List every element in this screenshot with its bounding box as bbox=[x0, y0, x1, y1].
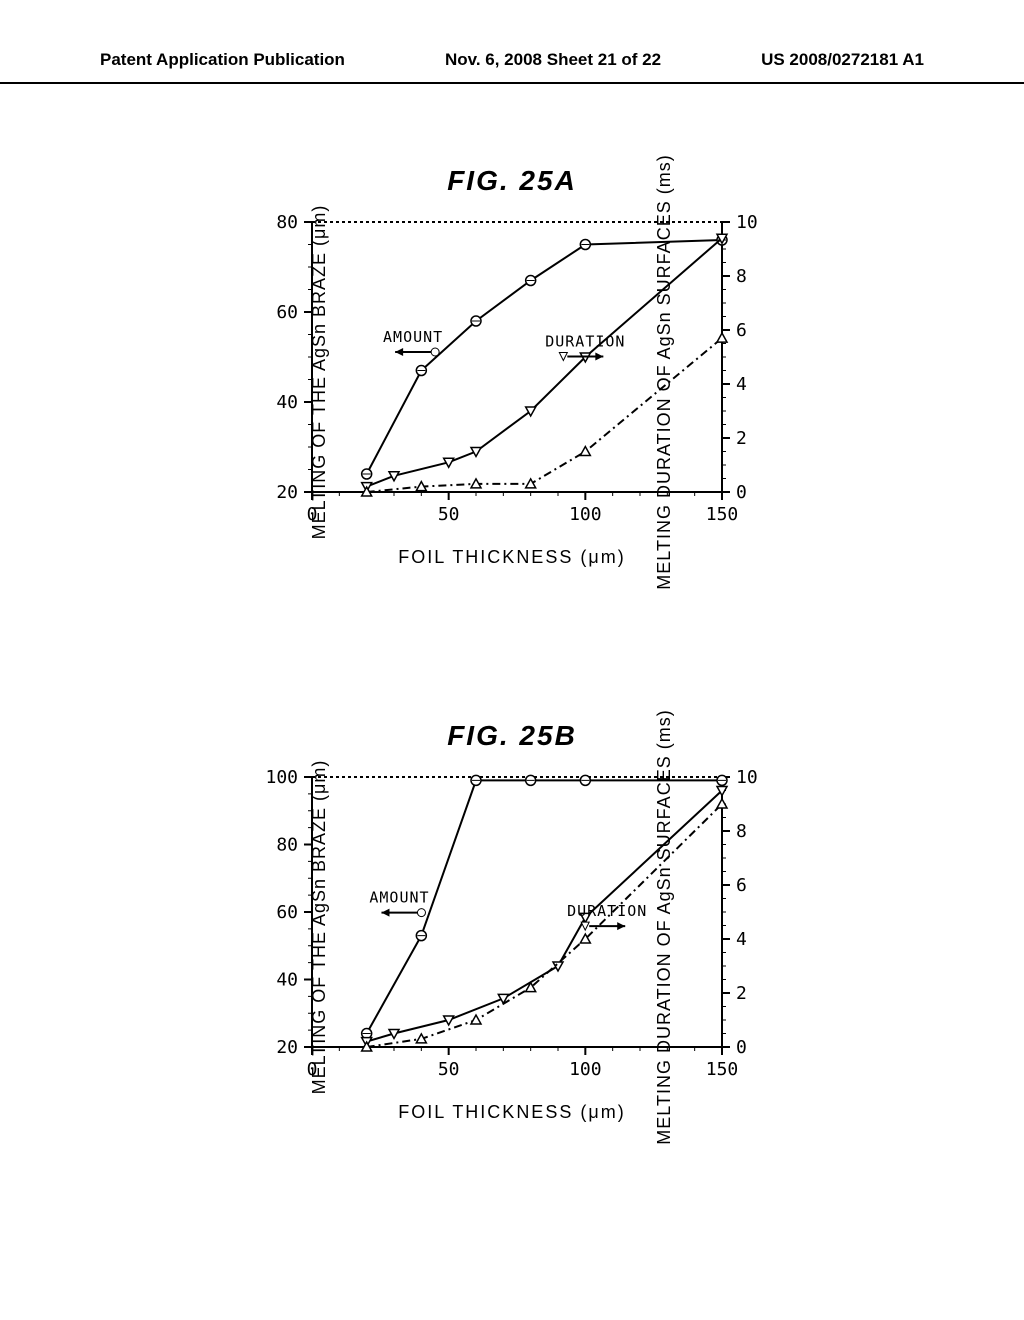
svg-text:80: 80 bbox=[276, 212, 298, 233]
x-label-b: FOIL THICKNESS (μm) bbox=[172, 1102, 852, 1123]
svg-text:0: 0 bbox=[736, 1037, 747, 1058]
svg-text:60: 60 bbox=[276, 902, 298, 923]
svg-text:20: 20 bbox=[276, 1037, 298, 1058]
svg-text:8: 8 bbox=[736, 821, 747, 842]
svg-text:40: 40 bbox=[276, 970, 298, 991]
svg-text:AMOUNT: AMOUNT bbox=[369, 889, 429, 907]
svg-text:2: 2 bbox=[736, 983, 747, 1004]
svg-text:10: 10 bbox=[736, 767, 758, 788]
svg-text:6: 6 bbox=[736, 320, 747, 341]
svg-text:DURATION: DURATION bbox=[545, 333, 625, 351]
x-label-a: FOIL THICKNESS (μm) bbox=[172, 547, 852, 568]
svg-text:8: 8 bbox=[736, 266, 747, 287]
figure-25b: FIG. 25B MELTING OF THE AgSn BRAZE (μm) … bbox=[172, 720, 852, 1123]
svg-text:4: 4 bbox=[736, 929, 747, 950]
svg-text:100: 100 bbox=[569, 504, 602, 525]
svg-text:80: 80 bbox=[276, 835, 298, 856]
svg-text:100: 100 bbox=[569, 1059, 602, 1080]
svg-text:0: 0 bbox=[736, 482, 747, 503]
svg-text:4: 4 bbox=[736, 374, 747, 395]
y-right-label-b: MELTING DURATION OF AgSn SURFACES (ms) bbox=[654, 709, 675, 1144]
svg-text:40: 40 bbox=[276, 392, 298, 413]
header-right: US 2008/0272181 A1 bbox=[761, 50, 924, 70]
y-left-label-a: MELTING OF THE AgSn BRAZE (μm) bbox=[309, 205, 330, 540]
svg-text:150: 150 bbox=[706, 1059, 739, 1080]
page-header: Patent Application Publication Nov. 6, 2… bbox=[0, 50, 1024, 84]
header-center: Nov. 6, 2008 Sheet 21 of 22 bbox=[445, 50, 661, 70]
y-right-label-a: MELTING DURATION OF AgSn SURFACES (ms) bbox=[654, 154, 675, 589]
svg-text:100: 100 bbox=[265, 767, 298, 788]
svg-text:6: 6 bbox=[736, 875, 747, 896]
chart-title-a: FIG. 25A bbox=[172, 165, 852, 197]
svg-text:20: 20 bbox=[276, 482, 298, 503]
figure-25a: FIG. 25A MELTING OF THE AgSn BRAZE (μm) … bbox=[172, 165, 852, 568]
svg-text:2: 2 bbox=[736, 428, 747, 449]
y-left-label-b: MELTING OF THE AgSn BRAZE (μm) bbox=[309, 760, 330, 1095]
header-left: Patent Application Publication bbox=[100, 50, 345, 70]
chart-title-b: FIG. 25B bbox=[172, 720, 852, 752]
svg-text:50: 50 bbox=[438, 504, 460, 525]
svg-text:10: 10 bbox=[736, 212, 758, 233]
svg-text:DURATION: DURATION bbox=[567, 902, 647, 920]
svg-text:AMOUNT: AMOUNT bbox=[383, 328, 443, 346]
svg-text:150: 150 bbox=[706, 504, 739, 525]
svg-text:50: 50 bbox=[438, 1059, 460, 1080]
svg-text:60: 60 bbox=[276, 302, 298, 323]
